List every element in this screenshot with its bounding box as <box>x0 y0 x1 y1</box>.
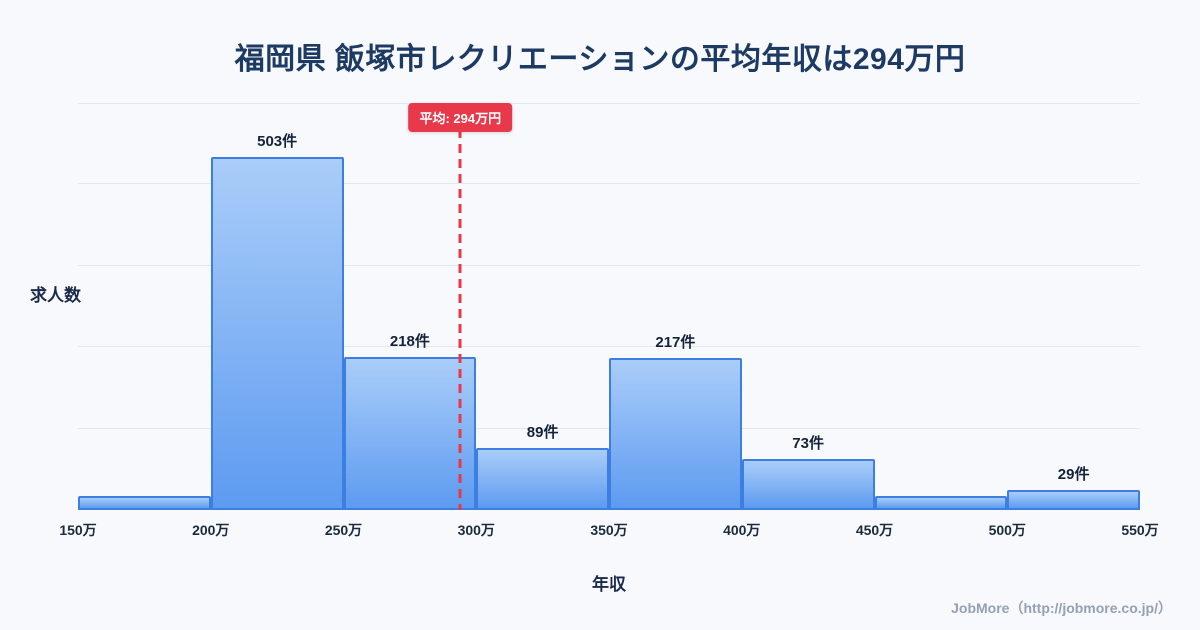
x-axis-tick-label: 550万 <box>1121 522 1159 538</box>
histogram-bar <box>741 458 875 510</box>
histogram-bar <box>1007 489 1140 510</box>
y-axis-label: 求人数 <box>30 286 81 305</box>
histogram-bar <box>210 157 344 510</box>
average-salary-line <box>458 129 462 510</box>
page-title: 福岡県 飯塚市レクリエーションの平均年収は294万円 <box>234 43 966 76</box>
bar-value-label: 73件 <box>792 434 824 452</box>
x-axis-tick-label: 450万 <box>855 522 894 538</box>
footer-credit: JobMore（http://jobmore.co.jp/） <box>951 600 1172 616</box>
x-axis-tick-label: 250万 <box>324 522 363 538</box>
chart-plot-area: 503件 218件 89件 217件 73件 29件 150万 200万 250万 300万 350… <box>59 103 1159 538</box>
x-axis-tick-label: 150万 <box>59 522 97 538</box>
histogram-bar <box>609 357 742 510</box>
histogram-bar <box>874 495 1008 510</box>
bar-value-label: 89件 <box>526 423 559 441</box>
gridline <box>78 346 1140 348</box>
x-axis-label: 年収 <box>592 575 626 594</box>
average-salary-badge: 平均: 294万円 <box>408 103 513 132</box>
x-axis-tick-label: 350万 <box>590 522 628 538</box>
bar-value-label: 503件 <box>257 133 298 151</box>
bar-value-label: 218件 <box>389 333 430 351</box>
histogram-bar <box>343 357 477 510</box>
gridline <box>78 264 1140 266</box>
x-axis-tick-label: 200万 <box>192 522 230 538</box>
x-axis-tick-label: 400万 <box>723 522 761 538</box>
gridline <box>78 183 1140 185</box>
histogram-bar <box>476 447 609 510</box>
bar-value-label: 29件 <box>1057 465 1090 483</box>
x-axis-tick-label: 500万 <box>988 522 1026 538</box>
x-axis-tick-label: 300万 <box>457 522 495 538</box>
gridline <box>78 103 1140 104</box>
histogram-bar <box>78 495 211 510</box>
bar-value-label: 217件 <box>655 333 696 351</box>
